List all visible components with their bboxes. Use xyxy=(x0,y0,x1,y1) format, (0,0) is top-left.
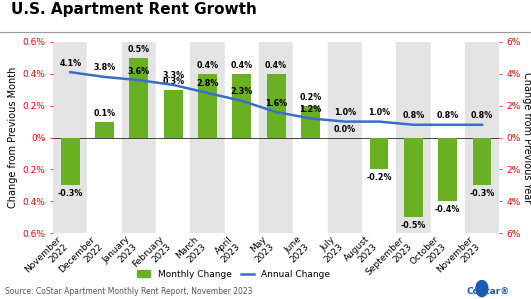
Bar xyxy=(362,42,396,233)
Text: Source: CoStar Apartment Monthly Rent Report, November 2023: Source: CoStar Apartment Monthly Rent Re… xyxy=(5,287,253,296)
Text: 0.8%: 0.8% xyxy=(471,111,493,120)
Bar xyxy=(130,58,148,138)
Bar xyxy=(328,42,362,233)
Text: 1.0%: 1.0% xyxy=(368,108,390,117)
Text: 0.4%: 0.4% xyxy=(265,61,287,70)
Text: 3.6%: 3.6% xyxy=(128,67,150,76)
Text: 0.1%: 0.1% xyxy=(93,109,116,118)
Text: 0.2%: 0.2% xyxy=(299,93,322,102)
Text: 0.5%: 0.5% xyxy=(128,45,150,54)
Text: 1.0%: 1.0% xyxy=(333,108,356,117)
Bar xyxy=(396,42,431,233)
Bar xyxy=(198,74,217,138)
Text: 3.8%: 3.8% xyxy=(93,63,116,72)
Text: CoStar®: CoStar® xyxy=(467,287,510,296)
Bar xyxy=(233,74,251,138)
Bar xyxy=(267,74,286,138)
Text: 3.3%: 3.3% xyxy=(162,71,184,80)
Text: 1.6%: 1.6% xyxy=(265,99,287,108)
Text: 0.0%: 0.0% xyxy=(333,125,356,134)
Legend: Monthly Change, Annual Change: Monthly Change, Annual Change xyxy=(133,266,334,283)
Text: 2.3%: 2.3% xyxy=(230,87,253,96)
Bar xyxy=(301,106,320,138)
Text: 0.4%: 0.4% xyxy=(196,61,219,70)
Bar xyxy=(61,138,80,185)
Bar xyxy=(404,138,423,217)
Bar xyxy=(431,42,465,233)
Bar xyxy=(293,42,328,233)
Text: -0.4%: -0.4% xyxy=(435,205,460,214)
Bar xyxy=(225,42,259,233)
Text: 0.8%: 0.8% xyxy=(402,111,424,120)
Bar xyxy=(473,138,491,185)
Text: 4.1%: 4.1% xyxy=(59,59,81,68)
Bar xyxy=(53,42,88,233)
Bar xyxy=(95,122,114,138)
Bar xyxy=(88,42,122,233)
Bar xyxy=(465,42,499,233)
Text: -0.3%: -0.3% xyxy=(57,189,83,198)
Text: 2.8%: 2.8% xyxy=(196,80,219,89)
Bar xyxy=(164,90,183,138)
Text: 1.2%: 1.2% xyxy=(299,105,322,114)
Bar xyxy=(156,42,190,233)
Y-axis label: Change from Previous Year: Change from Previous Year xyxy=(523,72,531,203)
Text: 0.3%: 0.3% xyxy=(162,77,184,86)
Y-axis label: Change from Previous Month: Change from Previous Month xyxy=(8,67,18,208)
Text: 0.8%: 0.8% xyxy=(436,111,459,120)
Text: 0.4%: 0.4% xyxy=(231,61,253,70)
Bar xyxy=(438,138,457,201)
Text: -0.2%: -0.2% xyxy=(366,173,392,182)
Text: -0.3%: -0.3% xyxy=(469,189,495,198)
Text: U.S. Apartment Rent Growth: U.S. Apartment Rent Growth xyxy=(11,2,256,17)
Text: -0.5%: -0.5% xyxy=(401,221,426,230)
Bar xyxy=(370,138,389,170)
Bar xyxy=(122,42,156,233)
Bar xyxy=(259,42,293,233)
Bar xyxy=(190,42,225,233)
Circle shape xyxy=(476,280,488,297)
